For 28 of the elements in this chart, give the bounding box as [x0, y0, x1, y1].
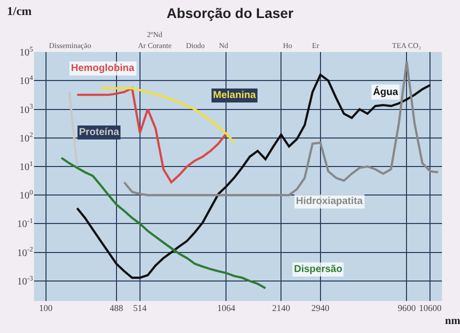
series-label: Hemoglobina	[71, 63, 135, 74]
x-tick-label: 100	[39, 303, 54, 313]
series-label: Melanina	[213, 90, 256, 101]
series-label: Água	[373, 86, 398, 98]
y-tick-label: 10$^{4}$	[20, 74, 34, 88]
y-tick-label: 10$^{0}$	[20, 188, 34, 202]
y-tick-label: 10$^{2}$	[20, 131, 34, 144]
y-tick-label: 10$^{-1}$	[17, 217, 34, 230]
y-tick-label: 10$^{3}$	[20, 102, 34, 116]
series-label: Hidroxiapatita	[296, 196, 364, 207]
x-tick-label: 488	[110, 303, 124, 313]
x-tick-label: 1064	[217, 303, 236, 313]
y-tick-label: 10$^{1}$	[20, 160, 34, 173]
y-tick-label: 10$^{5}$	[20, 45, 34, 58]
text: Dispersão	[294, 264, 342, 275]
line-series	[60, 156, 267, 290]
x-tick-label: 2940	[311, 303, 330, 313]
series-label: Proteína	[79, 127, 120, 138]
x-tick-label: 9600	[398, 303, 416, 313]
x-tick-label: 10600	[418, 303, 442, 313]
x-tick-label: 514	[133, 303, 148, 313]
y-axis-title: 1/cm	[7, 4, 32, 18]
x-tick-label: 2140	[272, 303, 291, 313]
line-series	[76, 74, 432, 279]
y-tick-label: 10$^{-2}$	[17, 246, 34, 259]
x-axis-title: nm	[445, 315, 460, 327]
chart-title: Absorção do Laser	[166, 5, 294, 22]
y-tick-label: 10$^{-3}$	[17, 274, 34, 288]
